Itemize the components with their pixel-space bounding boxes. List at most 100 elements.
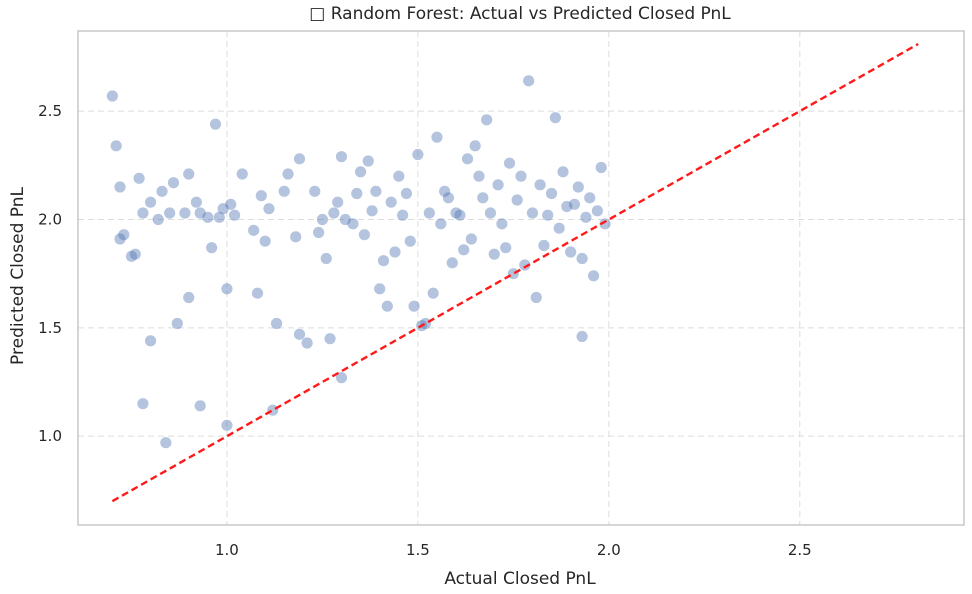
- data-point: [439, 185, 451, 197]
- data-point: [481, 114, 493, 126]
- data-point: [118, 229, 130, 241]
- data-point: [473, 170, 485, 182]
- data-point: [267, 404, 279, 416]
- data-point: [129, 248, 141, 260]
- data-point: [519, 259, 531, 271]
- data-point: [442, 192, 455, 204]
- data-point: [183, 168, 195, 180]
- x-axis-label: Actual Closed PnL: [444, 569, 596, 589]
- data-point: [454, 209, 466, 221]
- data-point: [580, 211, 592, 223]
- data-point: [355, 166, 367, 178]
- data-point: [408, 300, 420, 312]
- data-point: [114, 181, 126, 193]
- data-point: [293, 153, 306, 165]
- data-points: [106, 75, 611, 449]
- data-point: [561, 200, 573, 213]
- data-point: [496, 218, 508, 230]
- data-point: [549, 112, 561, 124]
- data-point: [194, 400, 206, 412]
- y-tick-label: 2.5: [38, 102, 62, 120]
- data-point: [511, 194, 523, 206]
- data-point: [301, 337, 313, 349]
- data-point: [538, 239, 550, 252]
- y-tick-label: 2.0: [38, 211, 62, 229]
- data-point: [335, 372, 348, 384]
- data-point: [312, 226, 325, 239]
- data-point: [106, 90, 118, 102]
- data-point: [167, 177, 180, 189]
- data-point: [568, 198, 581, 210]
- data-point: [179, 207, 191, 219]
- data-point: [370, 185, 382, 197]
- x-tick-label: 1.0: [215, 541, 239, 559]
- data-point: [557, 166, 569, 178]
- data-point: [450, 207, 462, 219]
- data-point: [576, 330, 588, 343]
- data-point: [324, 333, 336, 345]
- data-point: [236, 168, 248, 180]
- data-point: [137, 398, 149, 410]
- x-tick-label: 2.0: [597, 541, 621, 559]
- data-point: [202, 211, 214, 223]
- data-point: [137, 207, 149, 219]
- data-point: [534, 179, 546, 191]
- x-tick-label: 2.5: [788, 541, 812, 559]
- data-point: [255, 190, 267, 202]
- data-point: [248, 224, 260, 236]
- data-point: [503, 157, 516, 169]
- data-point: [419, 317, 432, 330]
- data-point: [328, 207, 340, 219]
- data-point: [572, 181, 584, 193]
- data-point: [358, 229, 371, 241]
- data-point: [221, 419, 233, 431]
- data-point: [595, 161, 607, 174]
- data-point: [335, 151, 348, 163]
- data-point: [389, 246, 401, 258]
- data-point: [431, 131, 443, 143]
- data-point: [381, 300, 393, 312]
- x-tick-label: 1.5: [406, 541, 430, 559]
- plot-frame: [77, 30, 965, 526]
- data-point: [293, 328, 306, 340]
- data-point: [133, 172, 145, 184]
- data-point: [477, 192, 489, 204]
- data-point: [374, 283, 386, 295]
- data-point: [351, 187, 363, 200]
- data-point: [183, 291, 195, 304]
- grid-lines: [78, 31, 964, 525]
- data-point: [316, 213, 329, 226]
- data-point: [526, 207, 539, 219]
- data-point: [553, 222, 565, 234]
- x-tick-labels: 1.0 1.5 2.0 2.5: [215, 541, 812, 559]
- data-point: [225, 198, 237, 210]
- data-point: [584, 192, 596, 204]
- data-point: [171, 317, 183, 330]
- y-tick-labels: 1.0 1.5 2.0 2.5: [38, 102, 62, 445]
- data-point: [164, 207, 176, 219]
- data-point: [484, 207, 497, 219]
- data-point: [397, 209, 409, 221]
- data-point: [385, 196, 397, 208]
- data-point: [576, 252, 588, 265]
- data-point: [587, 270, 600, 282]
- y-tick-label: 1.5: [38, 319, 62, 337]
- data-point: [282, 168, 294, 180]
- data-point: [366, 205, 378, 217]
- data-point: [228, 209, 241, 221]
- data-point: [515, 170, 527, 182]
- data-point: [393, 170, 405, 182]
- data-point: [523, 75, 535, 87]
- chart-title: □ Random Forest: Actual vs Predicted Clo…: [309, 4, 731, 24]
- data-point: [320, 252, 332, 265]
- data-point: [213, 211, 225, 223]
- data-point: [435, 218, 447, 230]
- data-point: [125, 250, 138, 262]
- data-point: [465, 233, 477, 245]
- data-point: [427, 287, 439, 299]
- data-point: [362, 155, 374, 167]
- data-point: [412, 148, 424, 161]
- data-point: [461, 153, 474, 165]
- data-point: [290, 231, 302, 243]
